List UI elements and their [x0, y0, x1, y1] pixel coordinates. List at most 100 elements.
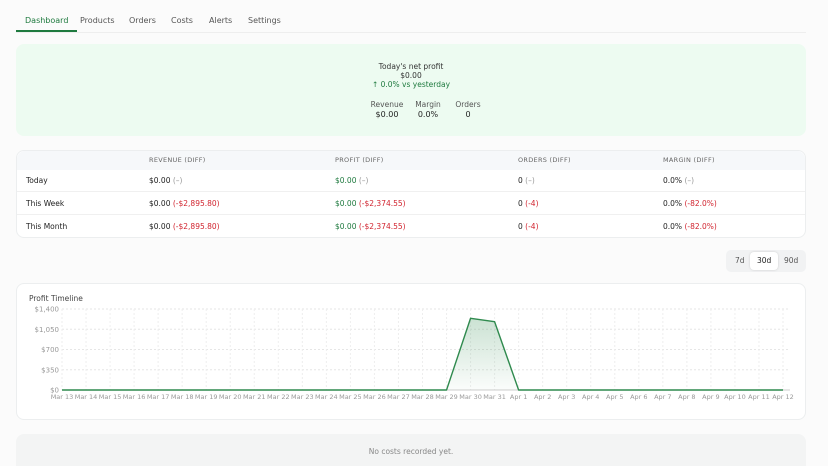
x-tick-label: Apr 12: [772, 393, 794, 401]
x-tick-label: Apr 5: [606, 393, 623, 401]
cell-diff: (–): [172, 176, 183, 185]
cell-value: 0.0%: [663, 199, 683, 208]
x-tick-label: Apr 7: [654, 393, 671, 401]
stat-value: 0: [465, 110, 471, 119]
cell-value: 0.0%: [663, 222, 683, 231]
cell-diff: (-4): [525, 199, 539, 208]
x-tick-label: Mar 18: [171, 393, 194, 401]
cell-diff: (–): [358, 176, 369, 185]
stat-label: Margin: [415, 100, 441, 109]
cell-diff: (–): [525, 176, 535, 185]
x-tick-label: Mar 23: [291, 393, 314, 401]
x-tick-label: Mar 13: [51, 393, 74, 401]
table-cell: 0.0% (-82.0%): [663, 199, 717, 209]
x-tick-label: Apr 10: [724, 393, 746, 401]
y-tick-label: $1,050: [35, 326, 60, 334]
x-tick-label: Mar 16: [123, 393, 146, 401]
x-tick-label: Mar 27: [387, 393, 410, 401]
column-header: PROFIT (DIFF): [335, 156, 384, 164]
nav-tab[interactable]: Products: [80, 16, 115, 25]
table-cell: $0.00 (–): [149, 176, 182, 186]
row-label: This Month: [26, 222, 68, 231]
cell-value: 0.0%: [663, 176, 683, 185]
x-tick-label: Mar 19: [195, 393, 218, 401]
nav-tab[interactable]: Costs: [171, 16, 193, 25]
chart: Profit Timeline $0 $350 $700 $1,050 $1,400 Ma…: [29, 294, 794, 401]
row-divider: [17, 214, 805, 215]
summary-table: REVENUE (DIFF) PROFIT (DIFF) ORDERS (DIFF)…: [16, 150, 806, 238]
range-button[interactable]: 90d: [784, 256, 799, 265]
cell-diff: (-$2,374.55): [358, 222, 406, 231]
cell-diff: (-4): [525, 222, 539, 231]
stat-value: 0.0%: [417, 110, 439, 119]
column-header: REVENUE (DIFF): [149, 156, 206, 164]
nav-tab[interactable]: Alerts: [209, 16, 233, 25]
table-cell: $0.00 (-$2,895.80): [149, 199, 220, 209]
nav-tab[interactable]: Orders: [129, 16, 156, 25]
table-cell: 0 (-4): [518, 199, 539, 209]
stat-label: Revenue: [370, 100, 404, 109]
nav-tab[interactable]: Settings: [248, 16, 281, 25]
row-divider: [17, 191, 805, 192]
x-tick-label: Mar 22: [267, 393, 290, 401]
x-tick-label: Mar 20: [219, 393, 242, 401]
nav-tab[interactable]: Dashboard: [16, 12, 78, 32]
table-cell: 0 (-4): [518, 222, 539, 232]
column-header: ORDERS (DIFF): [518, 156, 571, 164]
cell-diff: (-$2,895.80): [172, 222, 220, 231]
tab-divider: [16, 32, 806, 33]
stat-value: $0.00: [375, 110, 399, 119]
cell-value: $0.00: [149, 222, 171, 231]
table-cell: $0.00 (-$2,374.55): [335, 199, 406, 209]
cell-value: $0.00: [149, 176, 171, 185]
cell-value: $0.00: [335, 222, 357, 231]
hero-label: Today's net profit: [378, 62, 444, 71]
x-tick-label: Mar 17: [147, 393, 170, 401]
x-tick-label: Mar 28: [411, 393, 434, 401]
chart-title: Profit Timeline: [29, 294, 83, 303]
y-tick-label: $0: [50, 387, 59, 395]
cell-value: 0: [518, 222, 523, 231]
row-label: This Week: [26, 199, 65, 208]
table-cell: 0.0% (-82.0%): [663, 222, 717, 232]
cell-diff: (-$2,895.80): [172, 199, 220, 208]
x-tick-label: Mar 29: [435, 393, 458, 401]
hero-value: $0.00: [400, 71, 422, 80]
cell-diff: (–): [684, 176, 695, 185]
cell-value: 0: [518, 176, 523, 185]
range-button[interactable]: 7d: [735, 256, 745, 265]
range-button[interactable]: 30d: [750, 252, 779, 270]
y-tick-label: $1,400: [35, 306, 60, 314]
cell-value: $0.00: [335, 176, 357, 185]
x-tick-label: Apr 1: [510, 393, 527, 401]
x-tick-label: Apr 9: [702, 393, 719, 401]
row-label: Today: [26, 176, 48, 185]
cell-diff: (-$2,374.55): [358, 199, 406, 208]
x-tick-label: Mar 26: [363, 393, 386, 401]
chart-card: Profit Timeline $0 $350 $700 $1,050 $1,400 Ma…: [16, 283, 806, 420]
x-tick-label: Apr 4: [582, 393, 599, 401]
table-cell: $0.00 (-$2,895.80): [149, 222, 220, 232]
column-header: MARGIN (DIFF): [663, 156, 715, 164]
cell-value: 0: [518, 199, 523, 208]
empty-message: No costs recorded yet.: [368, 447, 454, 456]
x-tick-label: Mar 14: [75, 393, 98, 401]
table-cell: $0.00 (–): [335, 176, 368, 186]
x-tick-label: Apr 8: [678, 393, 695, 401]
cell-diff: (-82.0%): [684, 222, 717, 231]
x-tick-label: Mar 31: [483, 393, 506, 401]
line: [62, 317, 783, 391]
cell-diff: (-82.0%): [684, 199, 717, 208]
table-cell: 0 (–): [518, 176, 535, 186]
hero-change: ↑ 0.0% vs yesterday: [371, 80, 451, 89]
table-cell: $0.00 (-$2,374.55): [335, 222, 406, 232]
y-tick-label: $700: [41, 346, 59, 354]
stat-label: Orders: [455, 100, 481, 109]
table-header: [17, 151, 805, 170]
x-tick-label: Apr 6: [630, 393, 647, 401]
cell-value: $0.00: [335, 199, 357, 208]
hero-card: Today's net profit $0.00 ↑ 0.0% vs yeste…: [16, 44, 806, 136]
y-tick-label: $350: [41, 366, 59, 374]
x-tick-label: Mar 25: [339, 393, 362, 401]
x-tick-label: Mar 21: [243, 393, 266, 401]
